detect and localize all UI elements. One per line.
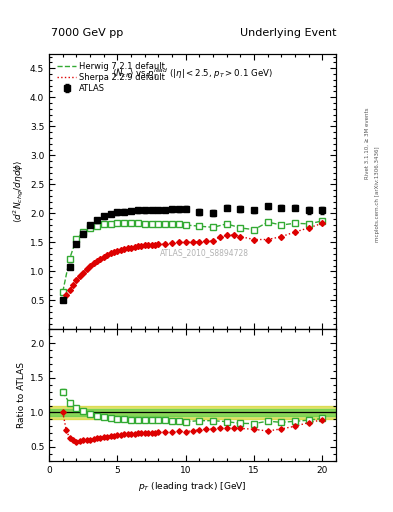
Text: mcplots.cern.ch [arXiv:1306.3436]: mcplots.cern.ch [arXiv:1306.3436] [375, 147, 380, 242]
Sherpa 2.2.9 default [279, 233, 284, 240]
Sherpa 2.2.9 default [190, 239, 195, 245]
Sherpa 2.2.9 default [224, 232, 229, 239]
Sherpa 2.2.9 default [252, 237, 256, 243]
Sherpa 2.2.9 default [238, 233, 243, 240]
Herwig 7.2.1 default [211, 224, 215, 230]
Herwig 7.2.1 default [88, 225, 92, 231]
Herwig 7.2.1 default [81, 229, 86, 235]
Sherpa 2.2.9 default [125, 245, 130, 251]
Herwig 7.2.1 default [184, 222, 188, 228]
Legend: Herwig 7.2.1 default, Sherpa 2.2.9 default, ATLAS: Herwig 7.2.1 default, Sherpa 2.2.9 defau… [53, 58, 169, 97]
Herwig 7.2.1 default [122, 220, 127, 226]
Herwig 7.2.1 default [320, 218, 325, 224]
Sherpa 2.2.9 default [170, 240, 174, 246]
Bar [49, 409, 336, 416]
Sherpa 2.2.9 default [105, 252, 110, 258]
Sherpa 2.2.9 default [211, 238, 215, 244]
Sherpa 2.2.9 default [163, 241, 167, 247]
Text: Underlying Event: Underlying Event [239, 28, 336, 38]
Sherpa 2.2.9 default [306, 225, 311, 231]
Herwig 7.2.1 default [163, 221, 167, 227]
Sherpa 2.2.9 default [77, 273, 82, 279]
Bar [49, 406, 336, 419]
Herwig 7.2.1 default [61, 289, 65, 295]
Herwig 7.2.1 default [101, 221, 106, 227]
Sherpa 2.2.9 default [91, 260, 96, 266]
Herwig 7.2.1 default [176, 221, 181, 227]
Sherpa 2.2.9 default [142, 242, 147, 248]
Herwig 7.2.1 default [224, 221, 229, 227]
Sherpa 2.2.9 default [132, 244, 137, 250]
Herwig 7.2.1 default [265, 219, 270, 225]
Text: 7000 GeV pp: 7000 GeV pp [51, 28, 123, 38]
Sherpa 2.2.9 default [64, 292, 68, 298]
Y-axis label: Ratio to ATLAS: Ratio to ATLAS [17, 362, 26, 428]
Herwig 7.2.1 default [293, 220, 298, 226]
Sherpa 2.2.9 default [204, 238, 209, 244]
Herwig 7.2.1 default [74, 236, 79, 242]
Sherpa 2.2.9 default [293, 229, 298, 235]
Sherpa 2.2.9 default [119, 247, 123, 253]
Sherpa 2.2.9 default [71, 282, 75, 288]
Sherpa 2.2.9 default [98, 255, 103, 262]
Herwig 7.2.1 default [306, 221, 311, 227]
Herwig 7.2.1 default [170, 221, 174, 227]
Text: Rivet 3.1.10, ≥ 3M events: Rivet 3.1.10, ≥ 3M events [365, 108, 370, 179]
Sherpa 2.2.9 default [152, 242, 157, 248]
Herwig 7.2.1 default [115, 220, 120, 226]
Sherpa 2.2.9 default [115, 248, 120, 254]
Sherpa 2.2.9 default [149, 242, 154, 248]
Y-axis label: $\langle d^2 N_{chg}/d\eta d\phi \rangle$: $\langle d^2 N_{chg}/d\eta d\phi \rangle… [11, 160, 26, 223]
Sherpa 2.2.9 default [197, 239, 202, 245]
Sherpa 2.2.9 default [101, 254, 106, 260]
Herwig 7.2.1 default [156, 221, 161, 227]
Sherpa 2.2.9 default [320, 220, 325, 226]
Sherpa 2.2.9 default [112, 249, 116, 255]
Herwig 7.2.1 default [149, 221, 154, 227]
Herwig 7.2.1 default [136, 220, 140, 226]
Sherpa 2.2.9 default [136, 243, 140, 249]
Sherpa 2.2.9 default [231, 232, 236, 238]
Herwig 7.2.1 default [279, 222, 284, 228]
Sherpa 2.2.9 default [95, 258, 99, 264]
Text: ATLAS_2010_S8894728: ATLAS_2010_S8894728 [160, 248, 248, 257]
X-axis label: $p_T$ (leading track) [GeV]: $p_T$ (leading track) [GeV] [138, 480, 247, 493]
Sherpa 2.2.9 default [156, 241, 161, 247]
Herwig 7.2.1 default [142, 221, 147, 227]
Sherpa 2.2.9 default [88, 263, 92, 269]
Sherpa 2.2.9 default [84, 266, 89, 272]
Text: $\langle N_{ch}\rangle$ vs $p_T^{lead}$ ($|\eta| < 2.5$, $p_T > 0.1$ GeV): $\langle N_{ch}\rangle$ vs $p_T^{lead}$ … [112, 66, 273, 81]
Herwig 7.2.1 default [197, 223, 202, 229]
Sherpa 2.2.9 default [218, 233, 222, 240]
Sherpa 2.2.9 default [108, 250, 113, 257]
Sherpa 2.2.9 default [61, 297, 65, 304]
Sherpa 2.2.9 default [139, 243, 144, 249]
Sherpa 2.2.9 default [265, 237, 270, 243]
Herwig 7.2.1 default [95, 223, 99, 229]
Sherpa 2.2.9 default [146, 242, 151, 248]
Herwig 7.2.1 default [108, 221, 113, 227]
Sherpa 2.2.9 default [81, 269, 86, 275]
Sherpa 2.2.9 default [176, 239, 181, 245]
Herwig 7.2.1 default [252, 227, 256, 233]
Sherpa 2.2.9 default [184, 239, 188, 245]
Line: Sherpa 2.2.9 default: Sherpa 2.2.9 default [63, 223, 322, 301]
Line: Herwig 7.2.1 default: Herwig 7.2.1 default [63, 221, 322, 292]
Herwig 7.2.1 default [67, 255, 72, 262]
Sherpa 2.2.9 default [122, 246, 127, 252]
Sherpa 2.2.9 default [129, 245, 134, 251]
Herwig 7.2.1 default [238, 225, 243, 231]
Sherpa 2.2.9 default [74, 277, 79, 283]
Herwig 7.2.1 default [129, 220, 134, 226]
Sherpa 2.2.9 default [67, 287, 72, 293]
